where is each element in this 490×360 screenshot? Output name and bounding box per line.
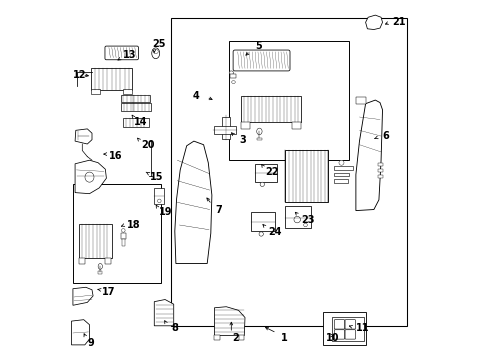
- Polygon shape: [356, 100, 383, 211]
- Ellipse shape: [98, 264, 102, 269]
- Ellipse shape: [85, 172, 94, 182]
- Bar: [79, 258, 85, 264]
- Ellipse shape: [260, 182, 265, 186]
- FancyBboxPatch shape: [378, 169, 383, 172]
- Text: 16: 16: [109, 150, 122, 161]
- Text: 1: 1: [281, 333, 288, 343]
- Bar: [121, 233, 126, 239]
- Bar: [104, 258, 111, 264]
- Bar: [334, 166, 353, 170]
- FancyBboxPatch shape: [105, 46, 139, 60]
- FancyBboxPatch shape: [356, 97, 366, 104]
- Bar: [255, 164, 277, 182]
- Bar: [285, 206, 311, 228]
- FancyBboxPatch shape: [378, 163, 383, 166]
- Bar: [215, 335, 220, 340]
- Bar: [241, 122, 250, 129]
- Text: 5: 5: [255, 41, 262, 51]
- Ellipse shape: [122, 229, 125, 232]
- Text: 8: 8: [171, 323, 178, 333]
- Bar: [251, 212, 275, 231]
- FancyBboxPatch shape: [334, 330, 345, 339]
- Text: 23: 23: [301, 215, 314, 225]
- Bar: [334, 179, 348, 183]
- Text: 19: 19: [159, 207, 173, 217]
- Ellipse shape: [232, 81, 235, 84]
- Text: 14: 14: [134, 117, 147, 127]
- Text: 13: 13: [123, 50, 137, 60]
- Bar: [73, 184, 161, 283]
- Bar: [292, 122, 301, 129]
- Polygon shape: [73, 287, 93, 305]
- Text: 24: 24: [269, 227, 282, 237]
- Bar: [91, 89, 100, 94]
- Bar: [121, 103, 151, 111]
- Bar: [230, 74, 236, 78]
- Ellipse shape: [153, 49, 158, 54]
- Text: 3: 3: [240, 135, 246, 145]
- Text: 17: 17: [102, 287, 115, 297]
- Polygon shape: [215, 307, 245, 336]
- Bar: [122, 239, 125, 246]
- Polygon shape: [75, 160, 106, 194]
- Polygon shape: [175, 141, 212, 264]
- Bar: [285, 150, 328, 202]
- Ellipse shape: [229, 71, 233, 75]
- Text: 11: 11: [356, 323, 369, 333]
- Text: 4: 4: [192, 91, 199, 102]
- Bar: [241, 96, 301, 122]
- FancyBboxPatch shape: [345, 330, 356, 339]
- Ellipse shape: [152, 48, 160, 59]
- Ellipse shape: [304, 223, 307, 227]
- Bar: [239, 335, 245, 340]
- Bar: [221, 117, 229, 139]
- Text: 22: 22: [265, 167, 278, 177]
- FancyBboxPatch shape: [233, 50, 290, 71]
- Polygon shape: [154, 300, 174, 326]
- Text: 6: 6: [383, 131, 389, 141]
- Bar: [229, 41, 349, 160]
- Text: 10: 10: [326, 333, 340, 343]
- Bar: [257, 138, 262, 140]
- Ellipse shape: [339, 160, 344, 165]
- Ellipse shape: [259, 232, 263, 236]
- Text: 20: 20: [141, 140, 155, 150]
- Polygon shape: [75, 129, 92, 144]
- Text: 7: 7: [216, 204, 222, 215]
- Bar: [215, 126, 236, 134]
- Text: 12: 12: [73, 70, 86, 80]
- Polygon shape: [366, 15, 383, 30]
- FancyBboxPatch shape: [378, 175, 383, 178]
- Text: 15: 15: [149, 172, 163, 182]
- Bar: [171, 18, 407, 326]
- Bar: [334, 173, 349, 176]
- FancyBboxPatch shape: [121, 95, 149, 102]
- Text: 9: 9: [87, 338, 94, 348]
- FancyBboxPatch shape: [334, 320, 345, 329]
- Polygon shape: [72, 320, 90, 345]
- Bar: [91, 68, 132, 90]
- Ellipse shape: [294, 216, 300, 223]
- Ellipse shape: [157, 199, 161, 203]
- Bar: [98, 271, 102, 274]
- Bar: [122, 89, 132, 94]
- Bar: [323, 312, 366, 345]
- Text: 25: 25: [152, 39, 166, 49]
- Text: 2: 2: [232, 333, 239, 343]
- Ellipse shape: [257, 128, 262, 135]
- Bar: [123, 118, 149, 127]
- Bar: [154, 188, 164, 204]
- Bar: [79, 224, 112, 258]
- FancyBboxPatch shape: [345, 320, 356, 329]
- Text: 18: 18: [127, 220, 141, 230]
- Bar: [332, 317, 364, 341]
- Text: 21: 21: [392, 17, 406, 27]
